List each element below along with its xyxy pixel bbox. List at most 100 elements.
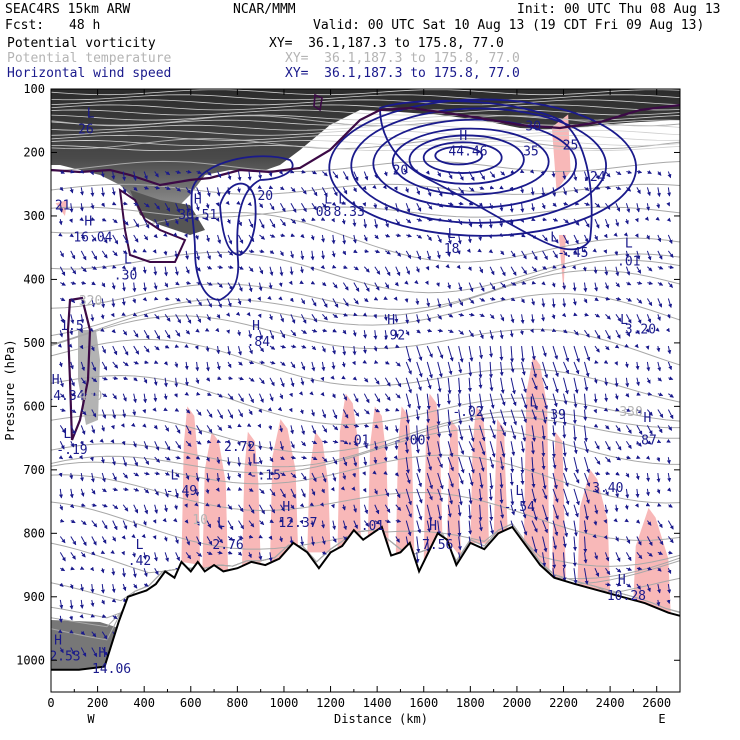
y-tick-label: 700 xyxy=(23,463,45,477)
wind-vector xyxy=(437,217,443,222)
center-label: NCAR/MMM xyxy=(233,2,296,17)
wind-vector xyxy=(458,361,463,374)
wind-vector xyxy=(80,647,87,657)
wind-vector xyxy=(142,520,147,526)
wind-vector xyxy=(563,345,570,363)
pv-blob xyxy=(202,431,229,571)
wind-vector xyxy=(300,377,305,386)
contour-label: L xyxy=(136,538,144,553)
wind-vector xyxy=(352,376,357,381)
wind-vector xyxy=(562,425,567,439)
wind-vector xyxy=(468,282,474,293)
wind-vector xyxy=(184,391,189,396)
wind-vector xyxy=(121,535,126,540)
wind-vector xyxy=(310,234,315,241)
terrain-fill xyxy=(51,526,680,692)
wind-vector xyxy=(353,423,360,428)
wind-vector xyxy=(405,472,411,485)
wind-vector xyxy=(70,409,77,413)
x-tick-label: 2200 xyxy=(549,696,578,710)
wind-vector xyxy=(500,282,507,288)
wind-vector xyxy=(373,457,378,464)
wind-vector xyxy=(456,264,461,270)
wind-vector xyxy=(248,249,255,254)
plot-frame xyxy=(50,88,681,693)
wind-vector xyxy=(121,550,125,556)
wind-vector xyxy=(456,250,461,255)
wind-vector xyxy=(384,393,391,401)
wind-vector xyxy=(259,266,264,275)
wind-vector xyxy=(615,471,620,476)
wind-vector xyxy=(563,488,570,506)
wind-vector xyxy=(342,345,347,356)
west-label: W xyxy=(87,712,95,726)
wind-vector xyxy=(657,281,664,286)
wind-vector xyxy=(101,631,108,640)
wind-vector xyxy=(426,457,433,471)
wind-vector xyxy=(320,264,325,270)
wind-vector xyxy=(237,171,242,182)
wind-vector xyxy=(227,265,234,270)
wind-vector xyxy=(132,312,138,317)
contour-label: 7.56 xyxy=(422,538,453,553)
wind-vector xyxy=(666,217,671,222)
wind-vector xyxy=(59,425,66,434)
wind-vector xyxy=(552,264,557,269)
contour-label: 10.28 xyxy=(607,589,646,604)
wind-vector xyxy=(394,314,399,323)
wind-vector xyxy=(216,314,221,319)
wind-vector xyxy=(614,250,619,256)
wind-vector xyxy=(342,282,349,291)
wind-contour xyxy=(422,141,503,174)
wind-vector xyxy=(647,281,654,285)
wind-vector xyxy=(121,282,126,292)
wind-vector xyxy=(446,393,451,405)
wind-vector xyxy=(91,551,96,556)
wind-vector xyxy=(563,218,569,224)
wind-vector xyxy=(58,232,63,237)
wind-vector xyxy=(395,377,402,388)
wind-vector xyxy=(121,312,126,316)
wind-vector xyxy=(216,345,221,355)
pv-contour xyxy=(51,103,680,187)
wind-vector xyxy=(510,488,515,506)
wind-vector xyxy=(416,457,422,474)
wind-vector xyxy=(259,234,266,240)
wind-speed-contours xyxy=(190,98,637,301)
wind-vector xyxy=(499,219,504,228)
wind-vector xyxy=(80,234,86,240)
wind-vector xyxy=(352,234,357,244)
wind-vector xyxy=(290,472,297,479)
wind-vector xyxy=(426,488,433,501)
contour-label: .24 xyxy=(582,170,606,185)
wind-vector xyxy=(468,361,473,377)
wind-vector xyxy=(468,425,475,443)
wind-vector xyxy=(615,171,622,176)
wind-vector xyxy=(657,265,664,270)
wind-vector xyxy=(353,249,358,254)
wind-vector xyxy=(238,535,244,539)
wind-vector xyxy=(478,202,483,207)
wind-vector xyxy=(237,423,242,428)
wind-vector xyxy=(414,169,419,174)
wind-vector xyxy=(153,266,158,276)
wind-vector xyxy=(279,393,284,400)
wind-vector xyxy=(521,233,526,238)
wind-vector xyxy=(238,345,242,356)
wind-vector xyxy=(393,169,398,175)
wind-vector xyxy=(311,472,317,483)
wind-vector xyxy=(510,457,515,473)
wind-vector xyxy=(594,313,601,318)
wind-vector xyxy=(111,328,116,334)
wind-vector xyxy=(646,520,652,526)
wind-vector xyxy=(426,472,434,490)
wind-vector xyxy=(645,455,650,460)
wind-vector xyxy=(122,171,127,182)
wind-vector xyxy=(634,343,639,349)
wind-vector xyxy=(79,187,84,196)
wind-vector xyxy=(364,297,369,303)
wind-vector xyxy=(666,314,671,319)
wind-vector xyxy=(405,457,410,474)
wind-vector xyxy=(500,425,506,437)
wind-vector xyxy=(143,202,150,208)
